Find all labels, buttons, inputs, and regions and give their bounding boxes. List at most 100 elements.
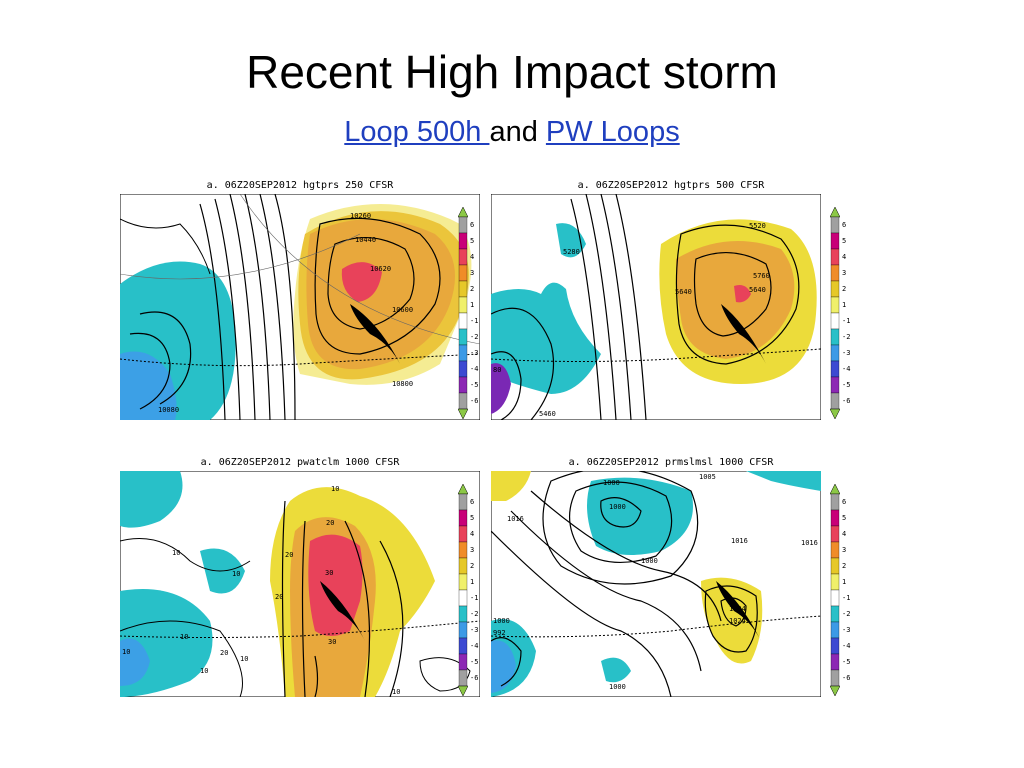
map-pwat: 10 20 10 20 30 20 10 10 20 30 10 10 10 1… [120,471,480,697]
colorbar-panel2: 6 5 4 3 2 1 -1 -2 -3 -4 -5 -6 [830,207,852,419]
contour-label: 5640 [675,288,692,296]
contour-label: 10 [172,549,180,557]
colorbar-swatch [458,392,468,410]
panel-title: a. 06Z20SEP2012 prmslmsl 1000 CFSR [568,457,774,468]
contour-label: 5460 [539,410,556,418]
colorbar-label: -3 [470,625,479,634]
contour-label: 10800 [392,380,413,388]
colorbar-label: -5 [470,380,479,389]
colorbar-label: -2 [470,609,479,618]
colorbar-label: -5 [470,657,479,666]
colorbar-swatch [830,216,840,234]
colorbar-swatch [830,621,840,639]
contour-label: 1016 [731,537,748,545]
colorbar-swatch [458,605,468,623]
contour-label: 10 [180,633,188,641]
colorbar-swatch [458,248,468,266]
colorbar-label: 5 [842,236,847,245]
colorbar-arrow-bottom [458,408,468,419]
panel-title: a. 06Z20SEP2012 hgtprs 500 CFSR [577,180,765,191]
colorbar-label: 4 [842,252,847,261]
colorbar-panel1: 6 5 4 3 2 1 -1 -2 -3 -4 -5 -6 [458,207,480,419]
map-500mb: 5520 5280 5640 5760 5640 5460 80 [491,194,821,420]
map-panel-250mb-height: a. 06Z20SEP2012 hgtprs 250 CFSR 10260 10… [120,180,480,420]
contour-label: 30 [328,638,336,646]
contour-label: 5520 [749,222,766,230]
contour-label: 10600 [392,306,413,314]
colorbar-arrow-top [458,484,468,495]
colorbar-swatch [830,669,840,687]
colorbar-swatch [458,653,468,671]
colorbar-label: 3 [470,545,475,554]
contour-label: 20 [220,649,228,657]
colorbar-label: 2 [842,284,847,293]
panel-title: a. 06Z20SEP2012 pwatclm 1000 CFSR [200,457,400,468]
colorbar-arrow-bottom [458,685,468,696]
colorbar-swatch [830,573,840,591]
colorbar-label: -6 [470,673,479,682]
colorbar-label: 1 [470,577,475,586]
colorbar-label: -6 [470,396,479,405]
colorbar-label: -1 [470,593,479,602]
colorbar-swatch [458,344,468,362]
contour-label: 5640 [749,286,766,294]
colorbar-panel3: 6 5 4 3 2 1 -1 -2 -3 -4 -5 -6 [458,484,480,696]
map-mslp: 1000 1005 1016 1000 1016 1016 1000 1024 … [491,471,821,697]
colorbar-swatch [458,557,468,575]
contour-label: 10440 [355,236,376,244]
colorbar-swatch [458,328,468,346]
colorbar-label: -4 [470,641,479,650]
colorbar-label: -5 [842,657,851,666]
colorbar-swatch [830,264,840,282]
contour-label: 10 [122,648,130,656]
colorbar-label: 3 [842,268,847,277]
colorbar-swatch [830,232,840,250]
contour-label: 10260 [350,212,371,220]
colorbar-label: -2 [842,332,851,341]
contour-label: 10 [232,570,240,578]
colorbar-label: -1 [470,316,479,325]
map-250mb: 10260 10440 10620 10600 10800 10080 [120,194,480,420]
colorbar-swatch [830,296,840,314]
contour-label: 1016 [801,539,818,547]
colorbar-swatch [830,637,840,655]
colorbar-swatch [458,621,468,639]
pw-loops-link[interactable]: PW Loops [545,116,680,148]
colorbar-swatch [458,232,468,250]
colorbar-swatch [830,525,840,543]
and-text: and [489,116,546,148]
colorbar-label: 4 [470,252,475,261]
colorbar-swatch [458,637,468,655]
colorbar-swatch [458,493,468,511]
colorbar-swatch [830,248,840,266]
contour-label: 1000 [493,617,510,625]
colorbar-label: -6 [842,396,851,405]
map-panel-precipitable-water: a. 06Z20SEP2012 pwatclm 1000 CFSR 10 20 … [120,457,480,697]
colorbar-swatch [458,280,468,298]
colorbar-label: -2 [470,332,479,341]
colorbar-swatch [830,392,840,410]
colorbar-swatch [830,653,840,671]
contour-label: 1000 [609,683,626,691]
colorbar-swatch [458,509,468,527]
colorbar-label: -3 [842,625,851,634]
colorbar-swatch [830,509,840,527]
contour-label: 10080 [158,406,179,414]
colorbar-swatch [830,605,840,623]
colorbar-label: 5 [470,513,475,522]
colorbar-swatch [458,296,468,314]
colorbar-label: -4 [842,364,851,373]
colorbar-label: 1 [842,300,847,309]
colorbar-label: -4 [842,641,851,650]
colorbar-swatch [458,216,468,234]
colorbar-label: 3 [842,545,847,554]
contour-label: 80 [493,366,501,374]
panel-title: a. 06Z20SEP2012 hgtprs 250 CFSR [206,180,394,191]
colorbar-swatch [830,280,840,298]
colorbar-panel4: 6 5 4 3 2 1 -1 -2 -3 -4 -5 -6 [830,484,852,696]
map-panel-mslp: a. 06Z20SEP2012 prmslmsl 1000 CFSR 1000 … [491,457,851,697]
contour-label: 10 [240,655,248,663]
loop-500h-link[interactable]: Loop 500h [344,116,490,148]
contour-label: 30 [325,569,333,577]
slide-title: Recent High Impact storm [246,46,778,98]
